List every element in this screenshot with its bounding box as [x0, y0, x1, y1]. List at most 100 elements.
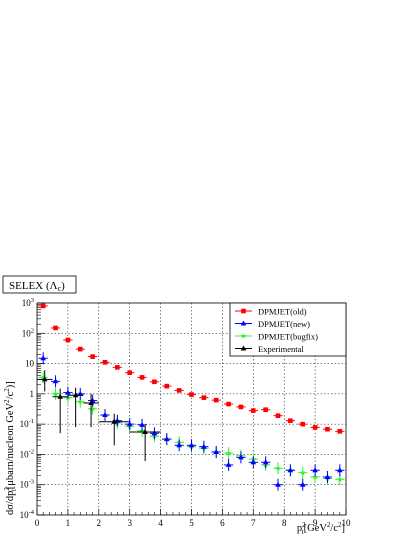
data-point — [213, 397, 219, 403]
series-dpmjet-new- — [38, 352, 345, 491]
data-point — [65, 389, 71, 395]
y-tick-label: 102 — [22, 327, 34, 338]
data-point — [41, 376, 48, 382]
data-point — [142, 429, 148, 435]
y-tick-label: 10-1 — [20, 418, 34, 429]
x-tick-label: 6 — [220, 518, 225, 528]
x-tick-label: 2 — [97, 518, 102, 528]
y-axis-label: dσ/dp2t[μbarn/nucleon GeV2/c2)] — [3, 381, 18, 515]
x-axis-label: p2 t[GeV2/c2] — [297, 521, 345, 536]
legend-marker — [240, 320, 247, 326]
data-point — [238, 454, 244, 460]
data-point — [77, 390, 84, 396]
data-point — [152, 379, 157, 385]
data-point — [53, 325, 58, 331]
data-point — [72, 392, 79, 398]
data-point — [102, 412, 108, 418]
y-tick-label: 10 — [25, 359, 35, 369]
data-point — [176, 442, 182, 448]
data-point — [288, 418, 293, 423]
data-point — [312, 473, 318, 480]
data-point — [337, 467, 343, 473]
data-point — [189, 392, 194, 397]
data-point — [139, 421, 145, 427]
data-point — [151, 430, 158, 436]
data-point — [275, 413, 281, 419]
legend-marker — [240, 333, 247, 339]
data-point — [40, 303, 46, 309]
data-point — [77, 398, 84, 405]
data-layer — [37, 303, 345, 491]
x-tick-label: 4 — [158, 518, 163, 528]
data-point — [52, 390, 59, 397]
x-tick-label: 0 — [35, 518, 40, 528]
x-tick-label: 8 — [282, 518, 287, 528]
data-point — [115, 365, 120, 370]
data-point — [262, 459, 269, 465]
data-point — [312, 425, 318, 430]
data-point — [126, 421, 133, 427]
data-point — [275, 465, 281, 471]
data-point — [139, 375, 145, 380]
x-tick-label: 1 — [66, 518, 71, 528]
data-point — [65, 337, 71, 343]
series-experimental — [37, 370, 161, 462]
data-point — [111, 418, 118, 424]
data-point — [324, 473, 331, 479]
legend-label: DPMJET(bugfix) — [258, 332, 318, 342]
title-tail: ) — [61, 280, 65, 292]
data-point — [287, 467, 294, 473]
data-point — [77, 346, 83, 352]
x-tick-label: 7 — [251, 518, 256, 528]
data-point — [251, 408, 256, 413]
title-sub: c — [58, 284, 62, 293]
data-point — [89, 405, 96, 412]
y-tick-label: 103 — [22, 297, 34, 308]
data-point — [40, 374, 47, 380]
data-point — [88, 399, 94, 405]
y-tick-label: 10-2 — [20, 448, 34, 459]
data-point — [57, 393, 63, 399]
data-point — [226, 401, 231, 407]
data-point — [127, 370, 132, 375]
legend-label: Experimental — [258, 344, 304, 354]
legend: DPMJET(old) DPMJET(new) DPMJET(bugfix) Expe… — [229, 302, 347, 357]
data-point — [312, 467, 318, 473]
data-point — [163, 436, 170, 442]
x-tick-label: 5 — [189, 518, 194, 528]
legend-label: DPMJET(new) — [258, 319, 310, 329]
series-dpmjet-old- — [38, 303, 345, 434]
data-point — [90, 354, 95, 359]
data-point — [213, 449, 220, 455]
y-tick-label: 10-4 — [20, 509, 35, 520]
legend-box — [229, 302, 347, 357]
data-point — [201, 395, 207, 400]
data-point — [225, 450, 232, 456]
x-tick-label: 10 — [342, 518, 352, 528]
legend-label: DPMJET(old) — [258, 307, 307, 317]
y-tick-label: 10-3 — [20, 479, 34, 490]
data-point — [250, 459, 257, 465]
x-tick-label: 9 — [313, 518, 318, 528]
y-tick-label: 1 — [30, 389, 35, 399]
data-point — [176, 388, 182, 393]
data-point — [102, 360, 108, 365]
legend-marker — [241, 308, 246, 314]
data-point — [164, 383, 170, 389]
data-point — [325, 426, 330, 432]
data-point — [238, 404, 244, 410]
data-point — [275, 481, 281, 487]
data-point — [263, 407, 268, 412]
legend-marker — [240, 345, 247, 351]
data-point — [300, 421, 306, 427]
data-point — [188, 442, 195, 448]
svg-text:SELEX (Λc): SELEX (Λc) — [9, 280, 65, 293]
data-point — [201, 443, 207, 449]
title-box: SELEX (Λc) — [2, 275, 77, 294]
data-point — [336, 476, 343, 482]
data-point — [299, 469, 306, 476]
x-tick-label: 3 — [127, 518, 132, 528]
title-text: SELEX (Λ — [9, 280, 58, 292]
data-point — [52, 378, 59, 384]
